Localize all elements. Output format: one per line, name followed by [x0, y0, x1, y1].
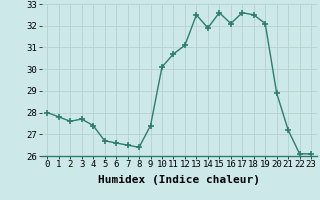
X-axis label: Humidex (Indice chaleur): Humidex (Indice chaleur) [98, 175, 260, 185]
